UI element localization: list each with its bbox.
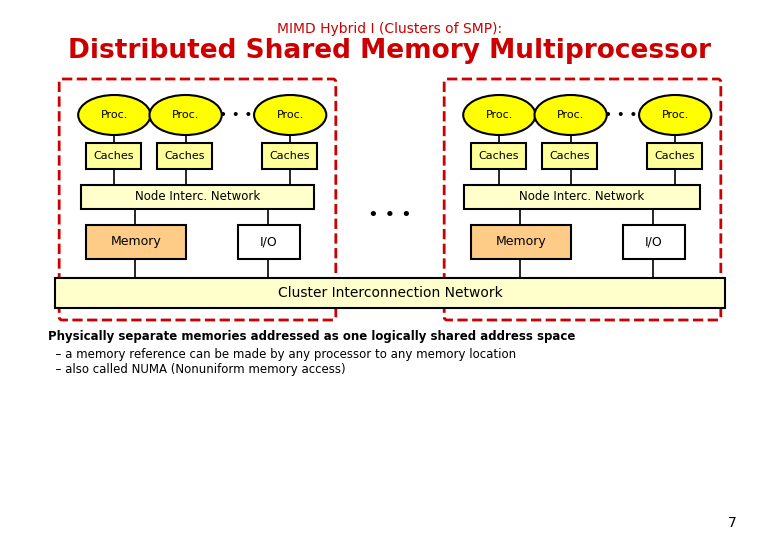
Text: – a memory reference can be made by any processor to any memory location
  – als: – a memory reference can be made by any … [48,348,516,376]
Text: Proc.: Proc. [276,110,304,120]
FancyBboxPatch shape [444,79,721,320]
Ellipse shape [78,95,151,135]
Text: Caches: Caches [478,151,519,161]
Text: 7: 7 [729,516,737,530]
Text: Caches: Caches [654,151,694,161]
Bar [542,143,597,169]
Text: Node Interc. Network: Node Interc. Network [135,191,260,204]
Bar [81,185,314,209]
Text: Proc.: Proc. [101,110,128,120]
Text: Memory: Memory [495,235,546,248]
Bar [238,225,300,259]
Text: Caches: Caches [549,151,590,161]
Bar [464,185,700,209]
Bar [157,143,212,169]
Text: Proc.: Proc. [557,110,584,120]
Text: Memory: Memory [110,235,161,248]
FancyBboxPatch shape [59,79,336,320]
Ellipse shape [639,95,711,135]
Text: • • •: • • • [604,108,638,122]
Text: I/O: I/O [645,235,663,248]
Bar [86,143,141,169]
Bar [261,143,317,169]
Text: Physically separate memories addressed as one logically shared address space: Physically separate memories addressed a… [48,330,575,343]
Text: Node Interc. Network: Node Interc. Network [519,191,644,204]
Ellipse shape [534,95,607,135]
Ellipse shape [150,95,222,135]
Bar [623,225,685,259]
Bar [471,225,571,259]
Text: Caches: Caches [93,151,133,161]
Text: Proc.: Proc. [172,110,200,120]
Text: MIMD Hybrid I (Clusters of SMP):: MIMD Hybrid I (Clusters of SMP): [278,22,502,36]
Text: Distributed Shared Memory Multiprocessor: Distributed Shared Memory Multiprocessor [69,38,711,64]
Bar [55,278,725,308]
Bar [647,143,702,169]
Ellipse shape [254,95,326,135]
Text: Caches: Caches [269,151,310,161]
Text: Caches: Caches [165,151,205,161]
Text: • • •: • • • [219,108,253,122]
Bar [471,143,526,169]
Bar [86,225,186,259]
Text: I/O: I/O [260,235,278,248]
Ellipse shape [463,95,535,135]
Text: Proc.: Proc. [486,110,513,120]
Text: Cluster Interconnection Network: Cluster Interconnection Network [278,286,502,300]
Text: • • •: • • • [368,206,412,224]
Text: Proc.: Proc. [661,110,689,120]
